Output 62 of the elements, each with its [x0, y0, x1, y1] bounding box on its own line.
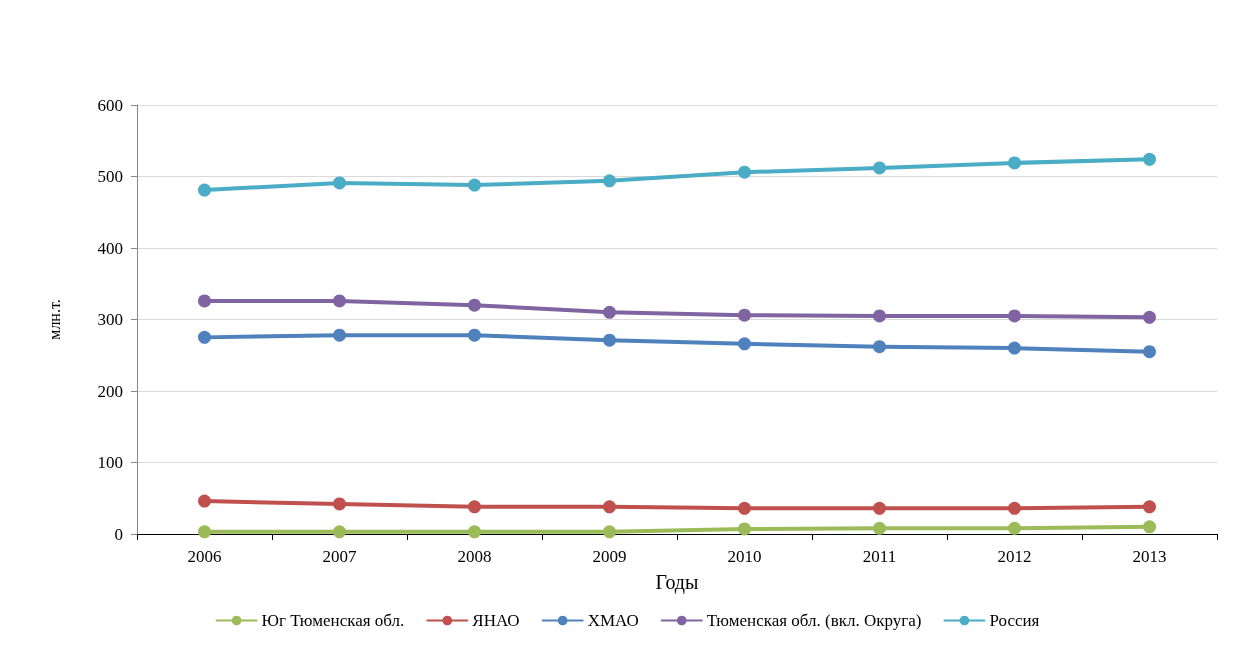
- point: [873, 521, 886, 535]
- legend-label: Юг Тюменская обл.: [261, 611, 405, 630]
- point: [1143, 500, 1156, 514]
- y-tick-label: 100: [97, 453, 123, 472]
- point: [468, 178, 481, 192]
- point: [198, 330, 211, 344]
- x-tick-label: 2010: [727, 547, 762, 566]
- point: [333, 328, 346, 342]
- point: [468, 298, 481, 312]
- point: [468, 328, 481, 342]
- point: [603, 305, 616, 319]
- point: [1143, 520, 1156, 534]
- point: [603, 500, 616, 514]
- y-tick-label: 400: [97, 238, 123, 258]
- point: [738, 501, 751, 515]
- y-tick-label: 300: [97, 310, 123, 329]
- point: [333, 525, 346, 539]
- x-tick-label: 2012: [997, 547, 1032, 566]
- point: [873, 161, 886, 175]
- point: [1143, 345, 1156, 359]
- point: [1008, 341, 1021, 355]
- point: [603, 333, 616, 347]
- x-axis-title: Годы: [655, 571, 699, 594]
- point: [873, 340, 886, 354]
- point: [738, 308, 751, 322]
- point: [468, 525, 481, 539]
- x-tick-label: 2006: [187, 547, 222, 566]
- x-tick-label: 2013: [1132, 547, 1167, 566]
- point: [1143, 310, 1156, 324]
- point: [1008, 309, 1021, 323]
- point: [198, 294, 211, 308]
- point: [333, 497, 346, 511]
- x-tick-label: 2011: [862, 547, 897, 566]
- point: [1008, 501, 1021, 515]
- point: [873, 501, 886, 515]
- point: [198, 494, 211, 508]
- y-axis-title: млн.т.: [45, 299, 63, 340]
- y-tick-label: 200: [97, 381, 123, 401]
- point: [1008, 521, 1021, 535]
- y-tick-label: 500: [97, 167, 123, 186]
- point: [198, 183, 211, 197]
- point: [738, 337, 751, 351]
- point: [468, 500, 481, 514]
- y-tick-label: 600: [97, 95, 123, 115]
- x-tick-label: 2009: [592, 547, 627, 566]
- point: [1143, 152, 1156, 166]
- point: [873, 309, 886, 323]
- point: [738, 522, 751, 536]
- legend-label: Россия: [989, 611, 1040, 630]
- point: [603, 174, 616, 188]
- legend-label: ХМАО: [587, 611, 639, 630]
- legend-label: ЯНАО: [472, 611, 520, 630]
- legend-label: Тюменская обл. (вкл. Округа): [706, 611, 922, 630]
- x-tick-label: 2008: [457, 547, 492, 566]
- point: [738, 165, 751, 179]
- point: [333, 176, 346, 190]
- x-tick-label: 2007: [322, 547, 357, 566]
- point: [1008, 156, 1021, 170]
- point: [333, 294, 346, 308]
- point: [603, 525, 616, 539]
- point: [198, 525, 211, 539]
- y-tick-label: 0: [114, 524, 123, 544]
